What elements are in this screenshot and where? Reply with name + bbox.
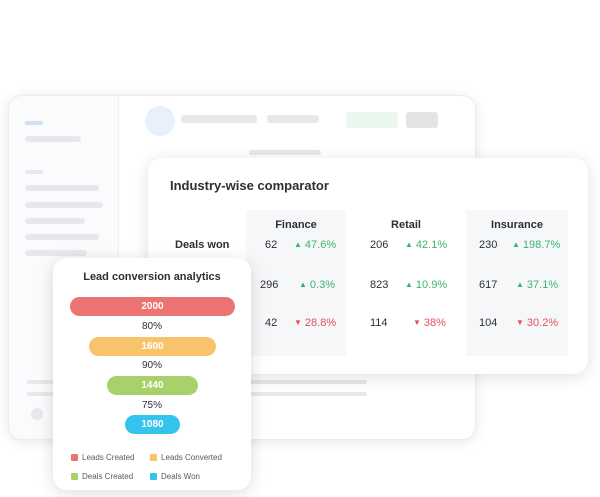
retail-value-2: 823 <box>370 279 389 291</box>
industry-comparator-card: Industry-wise comparator Finance Retail … <box>148 158 588 374</box>
conversion-rate-1: 80% <box>141 321 162 332</box>
header-skeleton-line <box>181 115 257 123</box>
legend-swatch <box>150 454 157 461</box>
finance-value-3: 42 <box>265 317 278 329</box>
finance-value-2: 296 <box>260 279 279 291</box>
finance-change-1: ▲ 47.6% <box>294 239 336 251</box>
arrow-up-icon: ▲ <box>512 240 520 249</box>
finance-change-1-text: 47.6% <box>304 239 337 251</box>
retail-change-3-text: 38% <box>423 317 446 329</box>
sidebar-skeleton-line <box>25 136 81 142</box>
retail-change-2-text: 10.9% <box>415 279 448 291</box>
legend-deals-won: Deals Won <box>150 472 200 481</box>
arrow-down-icon: ▼ <box>413 318 421 327</box>
legend-swatch <box>150 473 157 480</box>
insurance-change-3-text: 30.2% <box>526 317 559 329</box>
retail-change-1: ▲ 42.1% <box>405 239 447 251</box>
content-skeleton-line <box>249 150 321 155</box>
legend-swatch <box>71 473 78 480</box>
conversion-rate-2: 90% <box>141 360 162 371</box>
retail-value-3: 114 <box>370 317 388 329</box>
legend-label: Leads Created <box>82 453 135 462</box>
arrow-up-icon: ▲ <box>405 240 413 249</box>
comparator-title: Industry-wise comparator <box>170 178 329 193</box>
insurance-value-2: 617 <box>479 279 498 291</box>
retail-change-3: ▼ 38% <box>413 317 446 329</box>
arrow-down-icon: ▼ <box>294 318 302 327</box>
legend-leads-converted: Leads Converted <box>150 453 222 462</box>
arrow-up-icon: ▲ <box>294 240 302 249</box>
header-skeleton-line <box>267 115 319 123</box>
sidebar-skeleton-dot <box>31 408 43 420</box>
finance-column-background <box>246 210 346 356</box>
arrow-up-icon: ▲ <box>299 280 307 289</box>
finance-change-3: ▼ 28.8% <box>294 317 336 329</box>
column-header-retail: Retail <box>391 219 421 231</box>
sidebar-skeleton-line <box>25 121 43 125</box>
lead-conversion-card: Lead conversion analytics 2000 80% 1600 … <box>53 258 251 490</box>
insurance-value-3: 104 <box>479 317 498 329</box>
funnel-bar-leads-converted: 1600 <box>89 337 216 356</box>
insurance-change-3: ▼ 30.2% <box>516 317 558 329</box>
legend-label: Deals Created <box>82 472 134 481</box>
finance-change-2: ▲ 0.3% <box>299 279 335 291</box>
conversion-rate-3: 75% <box>141 400 162 411</box>
avatar-placeholder <box>145 106 175 136</box>
retail-change-2: ▲ 10.9% <box>405 279 447 291</box>
finance-change-2-text: 0.3% <box>309 279 335 291</box>
insurance-change-2: ▲ 37.1% <box>516 279 558 291</box>
sidebar-skeleton-line <box>25 250 87 256</box>
funnel-bar-deals-won: 1080 <box>125 415 180 434</box>
column-header-insurance: Insurance <box>491 219 543 231</box>
legend-leads-created: Leads Created <box>71 453 134 462</box>
finance-change-3-text: 28.8% <box>304 317 337 329</box>
arrow-up-icon: ▲ <box>405 280 413 289</box>
retail-value-1: 206 <box>370 239 389 251</box>
sidebar-skeleton-line <box>25 218 85 224</box>
insurance-change-1: ▲ 198.7% <box>512 239 560 251</box>
legend-label: Deals Won <box>161 472 200 481</box>
lead-conversion-title: Lead conversion analytics <box>83 271 221 283</box>
sidebar-skeleton-line <box>25 185 99 191</box>
header-skeleton-button <box>406 112 438 128</box>
arrow-down-icon: ▼ <box>516 318 524 327</box>
legend-swatch <box>71 454 78 461</box>
insurance-change-2-text: 37.1% <box>526 279 559 291</box>
finance-value-1: 62 <box>265 239 278 251</box>
funnel-bar-leads-created: 2000 <box>70 297 235 316</box>
legend-label: Leads Converted <box>161 453 222 462</box>
column-header-finance: Finance <box>275 219 317 231</box>
legend-deals-created: Deals Created <box>71 472 133 481</box>
funnel-bar-deals-created: 1440 <box>107 376 198 395</box>
retail-change-1-text: 42.1% <box>415 239 448 251</box>
insurance-value-1: 230 <box>479 239 498 251</box>
sidebar-skeleton-line <box>25 170 43 174</box>
row-label-deals-won: Deals won <box>175 239 230 251</box>
sidebar-skeleton-line <box>25 202 103 208</box>
header-skeleton-button <box>346 112 398 128</box>
sidebar-skeleton-line <box>25 234 99 240</box>
insurance-change-1-text: 198.7% <box>522 239 561 251</box>
insurance-column-background <box>466 210 568 356</box>
arrow-up-icon: ▲ <box>516 280 524 289</box>
